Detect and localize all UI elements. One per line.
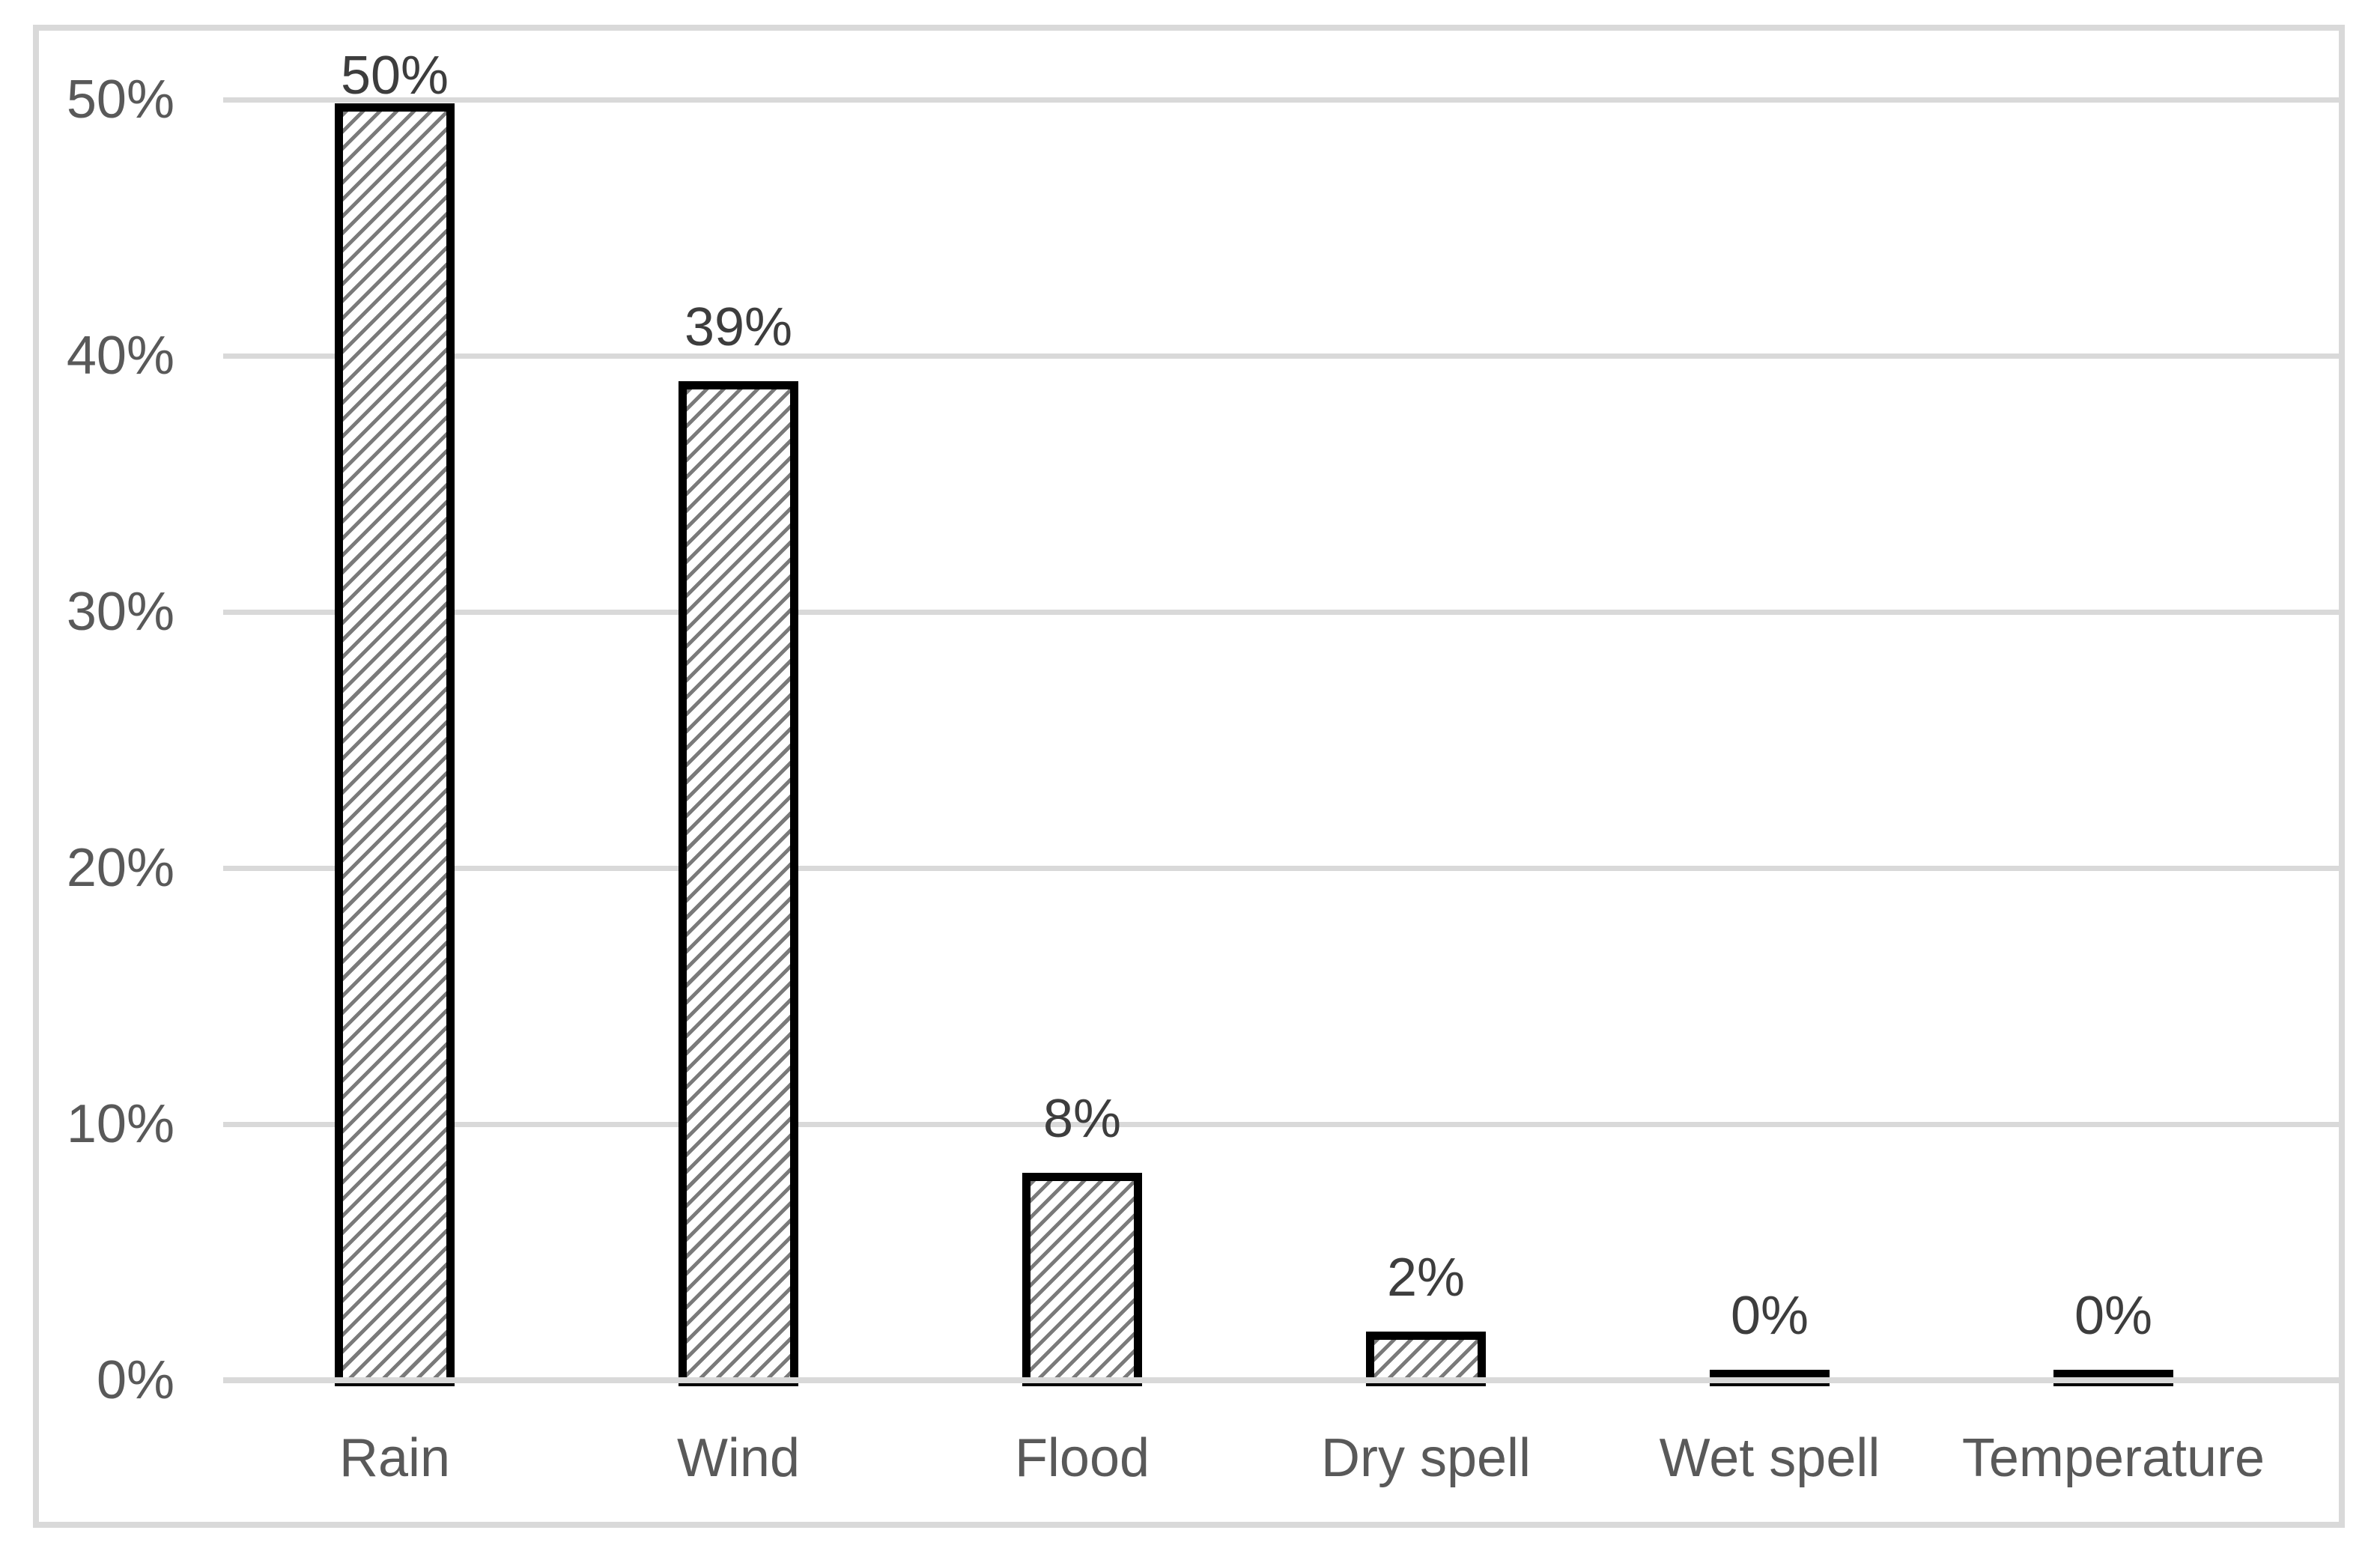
category-label: Wet spell: [1659, 1428, 1880, 1488]
category-label: Dry spell: [1320, 1428, 1531, 1488]
bar: [1366, 1332, 1486, 1386]
gridline: [223, 353, 2343, 359]
category-label: Flood: [1014, 1428, 1150, 1488]
bar: [335, 103, 455, 1386]
bar: [1022, 1173, 1142, 1386]
data-label: 2%: [1386, 1248, 1466, 1308]
data-label: 8%: [1042, 1089, 1122, 1149]
data-label: 39%: [684, 297, 793, 357]
y-tick-label: 0%: [96, 1350, 174, 1410]
category-label: Wind: [676, 1428, 801, 1488]
gridline: [223, 97, 2343, 103]
data-label: 50%: [340, 46, 449, 106]
category-label: Rain: [339, 1428, 451, 1488]
y-tick-label: 10%: [66, 1094, 174, 1154]
y-tick-label: 50%: [66, 70, 174, 130]
gridline: [223, 1122, 2343, 1127]
y-tick-label: 30%: [66, 582, 174, 642]
y-tick-label: 40%: [66, 326, 174, 386]
category-label: Temperature: [1961, 1428, 2265, 1488]
y-tick-label: 20%: [66, 838, 174, 898]
chart-frame: [33, 25, 2345, 1528]
x-axis-baseline: [223, 1377, 2343, 1383]
bar: [679, 381, 798, 1386]
data-label: 0%: [2074, 1286, 2153, 1346]
gridline: [223, 866, 2343, 871]
data-label: 0%: [1730, 1286, 1809, 1346]
gridline: [223, 610, 2343, 615]
